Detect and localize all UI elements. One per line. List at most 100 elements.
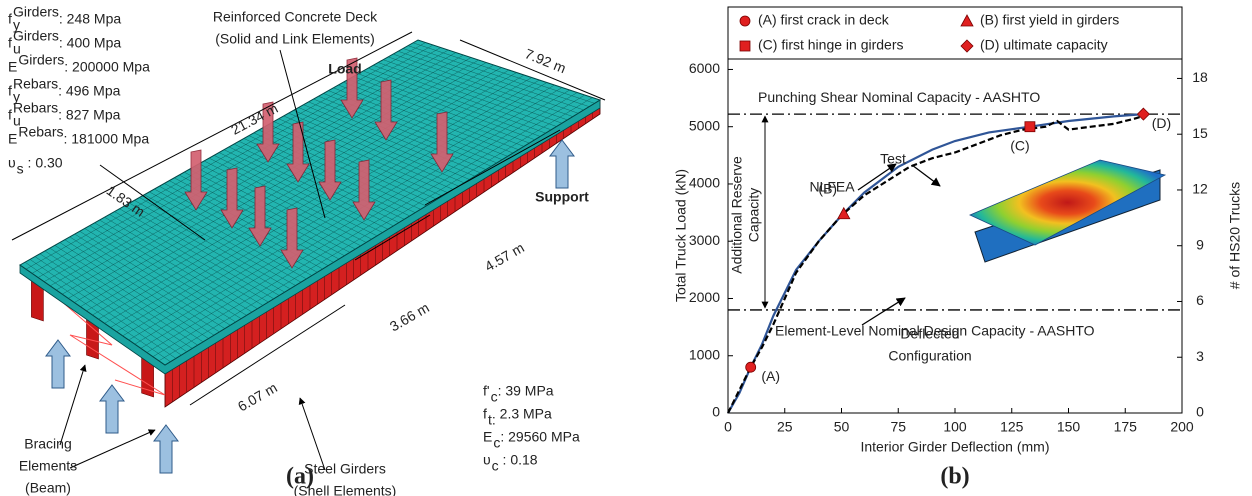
- load-arrow: [286, 121, 310, 183]
- prop-sub: c: [492, 458, 499, 474]
- event-marker: [1136, 107, 1150, 121]
- dimension-line: [424, 129, 561, 206]
- callout: [279, 49, 326, 219]
- prop-value: : 181000 Mpa: [63, 131, 149, 147]
- panel-label: (b): [940, 464, 969, 490]
- inset-deck: [969, 159, 1167, 246]
- x-tick-label: 200: [1170, 419, 1194, 435]
- label: (Beam): [25, 480, 71, 496]
- x-tick-label: 25: [777, 419, 793, 435]
- prop-value: 2.3 MPa: [496, 406, 552, 422]
- prop-sub: s: [17, 161, 24, 177]
- series-arrow: [911, 164, 941, 187]
- label: (Solid and Link Elements): [215, 31, 375, 47]
- deck-mesh: [56, 54, 464, 291]
- support-arrow: [99, 384, 125, 434]
- prop-symbol: υ: [483, 452, 491, 468]
- event-label: (A): [761, 368, 780, 384]
- dimension-line: [189, 304, 346, 406]
- y-tick-label: 3000: [689, 232, 720, 248]
- support-arrow: [153, 424, 179, 474]
- prop-sup: Girders: [18, 52, 64, 68]
- prop-symbol: E: [8, 59, 17, 75]
- callout: [59, 364, 87, 446]
- series-arrow: [857, 163, 897, 191]
- support-label: Support: [535, 189, 589, 205]
- dimension-line: [459, 39, 606, 101]
- prop-value: : 0.30: [24, 155, 63, 171]
- load-arrow: [256, 101, 280, 163]
- event-label: (C): [1010, 137, 1029, 153]
- bracing: [59, 299, 166, 396]
- prop-sub: u: [13, 41, 21, 57]
- prop-symbol: f: [8, 83, 12, 99]
- legend-marker: [960, 39, 974, 53]
- prop-value: : 248 Mpa: [59, 11, 121, 27]
- x-tick-label: 75: [890, 419, 906, 435]
- dimension-label: 6.07 m: [235, 379, 280, 414]
- label: Elements: [19, 458, 77, 474]
- legend-marker: [739, 15, 751, 27]
- dimension-line: [99, 164, 206, 241]
- panel-b: 0 1000 2000 3000 4000 5000 6000 0 3 6 9 12 15 18 0 25 50…: [673, 6, 1243, 490]
- legend-label: (B) first yield in girders: [980, 12, 1119, 28]
- prop-value: : 827 Mpa: [58, 107, 120, 123]
- y-tick-label: 1000: [689, 346, 720, 362]
- series-label: Test: [880, 151, 906, 167]
- legend-label: (D) ultimate capacity: [980, 37, 1108, 53]
- load-arrow: [248, 185, 272, 247]
- event-marker: [837, 206, 851, 220]
- dimension-label: 7.92 m: [523, 45, 569, 76]
- deck-mesh: [128, 84, 555, 341]
- prop-value: : 496 Mpa: [58, 83, 120, 99]
- deck-mesh: [74, 62, 487, 303]
- reference-label: Element-Level Nominal Design Capacity - …: [775, 323, 1095, 339]
- x-tick-label: 125: [1000, 419, 1024, 435]
- prop-symbol: f: [8, 35, 12, 51]
- y2-tick-label: 15: [1192, 125, 1208, 141]
- y-tick-label: 2000: [689, 289, 720, 305]
- callout: [298, 397, 326, 471]
- label: Steel Girders: [304, 461, 386, 477]
- prop-sup: Rebars: [13, 100, 58, 116]
- deck-mesh: [31, 44, 434, 274]
- deck-mesh: [116, 79, 540, 332]
- load-arrow: [430, 111, 454, 173]
- dimension-line: [11, 31, 413, 241]
- x-tick-label: 175: [1114, 419, 1138, 435]
- x-tick-label: 100: [943, 419, 967, 435]
- deck-mesh: [86, 67, 502, 312]
- series-label: NLFEA: [809, 179, 855, 195]
- y2-tick-label: 0: [1196, 404, 1204, 420]
- deck-mesh: [140, 89, 570, 349]
- series-line: [727, 113, 1149, 414]
- prop-symbol: E: [483, 429, 492, 445]
- dimension-label: 4.57 m: [482, 239, 527, 274]
- x-tick-label: 50: [834, 419, 850, 435]
- deck-mesh: [158, 97, 593, 362]
- prop-sub: y: [13, 17, 20, 33]
- dimension-label: 3.66 m: [387, 299, 432, 334]
- y-axis-label: Total Truck Load (kN): [673, 169, 689, 302]
- prop-value: : 0.18: [499, 452, 538, 468]
- y2-tick-label: 6: [1196, 292, 1204, 308]
- series-line: [727, 113, 1144, 414]
- deck-mesh: [68, 59, 479, 299]
- prop-sup: Rebars: [13, 76, 58, 92]
- y2-tick-label: 3: [1196, 348, 1204, 364]
- deck-mesh: [122, 82, 548, 337]
- event-marker: [1024, 121, 1036, 133]
- label: Deflected: [900, 326, 959, 342]
- deck-mesh: [104, 74, 525, 324]
- prop-sup: Girders: [13, 4, 59, 20]
- inset-arrow: [861, 297, 906, 326]
- prop-value: : 400 Mpa: [59, 35, 121, 51]
- load-label: Load: [328, 61, 361, 77]
- prop-sup: Girders: [13, 28, 59, 44]
- y-tick-label: 6000: [689, 60, 720, 76]
- y2-tick-label: 12: [1192, 181, 1208, 197]
- prop-value: : 29560 MPa: [500, 429, 580, 445]
- y-tick-label: 4000: [689, 175, 720, 191]
- panel-label: (a): [286, 464, 314, 490]
